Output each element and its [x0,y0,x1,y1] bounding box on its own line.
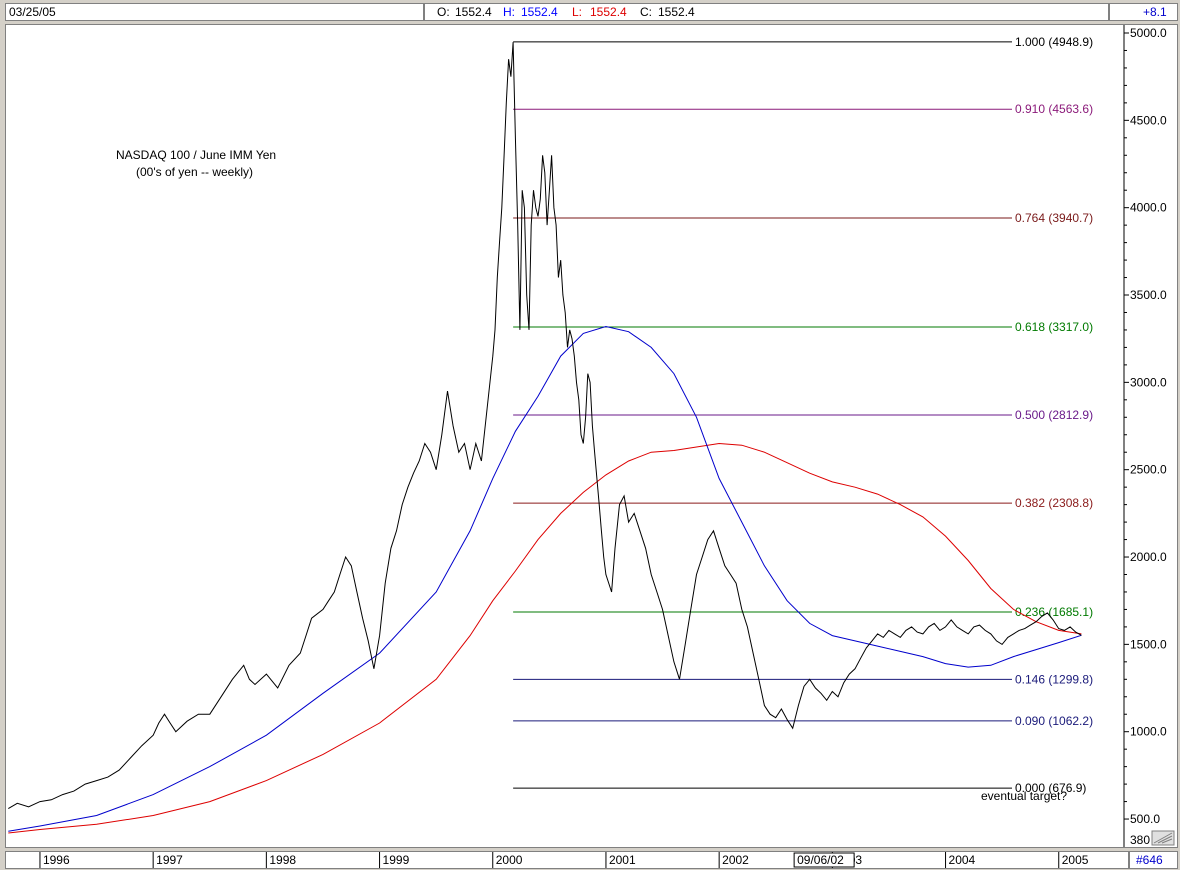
ohlc-cell [424,3,1109,21]
y-tick-label: 5000.0 [1130,26,1167,40]
high-value: 1552.4 [521,5,558,19]
y-tick-label: 4500.0 [1130,113,1167,127]
fib-level-label: 0.146 (1299.8) [1015,672,1093,686]
fib-level-label: 1.000 (4948.9) [1015,35,1093,49]
x-tick-label: 2005 [1062,853,1089,867]
fib-level-label: 0.910 (4563.6) [1015,102,1093,116]
cursor-date-label: 09/06/02 [797,853,844,867]
y-tick-label: 4000.0 [1130,201,1167,215]
fib-level-label: 0.236 (1685.1) [1015,605,1093,619]
quote-date: 03/25/05 [9,5,56,19]
x-tick-label: 2000 [496,853,523,867]
date-axis-bar: 1996199719981999200020012002200320042005… [0,848,1180,870]
price-chart[interactable]: 1.000 (4948.9) 0.910 (4563.6) 0.764 (3940.… [6,25,1177,847]
date-axis: 1996199719981999200020012002200320042005… [5,851,1129,869]
x-tick-label: 2001 [609,853,636,867]
low-value: 1552.4 [590,5,627,19]
chart-subtitle: (00's of yen -- weekly) [136,165,253,179]
change-cell [1109,3,1178,21]
fib-level-label: 0.618 (3317.0) [1015,320,1093,334]
y-tick-label: 500.0 [1130,812,1160,826]
y-tick-label: 1000.0 [1130,725,1167,739]
x-tick-label: 1996 [43,853,70,867]
y-min-label: 380 [1130,833,1150,847]
y-tick-label: 3500.0 [1130,288,1167,302]
x-tick-label: 2002 [722,853,749,867]
scroll-grip-icon[interactable] [1151,830,1175,846]
x-tick-label: 2004 [949,853,976,867]
data-series [8,42,1082,834]
date-cell [5,3,424,21]
close-value: 1552.4 [658,5,695,19]
moving-average-blue [8,325,1082,832]
y-tick-label: 2500.0 [1130,463,1167,477]
fib-level-label: 0.500 (2812.9) [1015,408,1093,422]
price-line [8,42,1082,810]
open-value: 1552.4 [455,5,492,19]
x-axis-svg: 1996199719981999200020012002200320042005… [39,852,1089,868]
x-tick-label: 1999 [383,853,410,867]
y-tick-label: 3000.0 [1130,375,1167,389]
close-label: C: [640,5,652,19]
fib-level-label: 0.382 (2308.8) [1015,496,1093,510]
chart-title: NASDAQ 100 / June IMM Yen [116,148,276,162]
y-tick-label: 2000.0 [1130,550,1167,564]
y-tick-label: 1500.0 [1130,637,1167,651]
x-tick-label: 1997 [156,853,183,867]
target-annotation: eventual target? [981,789,1067,803]
price-axis: 500.0 1000.0 1500.0 2000.0 2500.0 3000.0 3500.… [1123,25,1167,847]
open-label: O: [437,5,450,19]
fib-level-label: 0.764 (3940.7) [1015,211,1093,225]
fibonacci-levels: 1.000 (4948.9) 0.910 (4563.6) 0.764 (3940.… [513,35,1093,795]
record-cell [1129,851,1178,869]
fib-level-label: 0.090 (1062.2) [1015,714,1093,728]
moving-average-red [8,442,1082,834]
x-tick-label: 1998 [269,853,296,867]
low-label: L: [572,5,583,19]
high-label: H: [503,5,515,19]
quote-bar: 03/25/05 O: 1552.4 H: 1552.4 L: 1552.4 C… [0,0,1180,24]
fib-level-label: 0.000 (676.9) [1015,781,1086,795]
record-number: #646 [1136,853,1163,867]
change-value: +8.1 [1143,5,1167,19]
chart-frame[interactable]: 1.000 (4948.9) 0.910 (4563.6) 0.764 (3940.… [5,24,1178,848]
cursor-date-box [793,852,855,868]
